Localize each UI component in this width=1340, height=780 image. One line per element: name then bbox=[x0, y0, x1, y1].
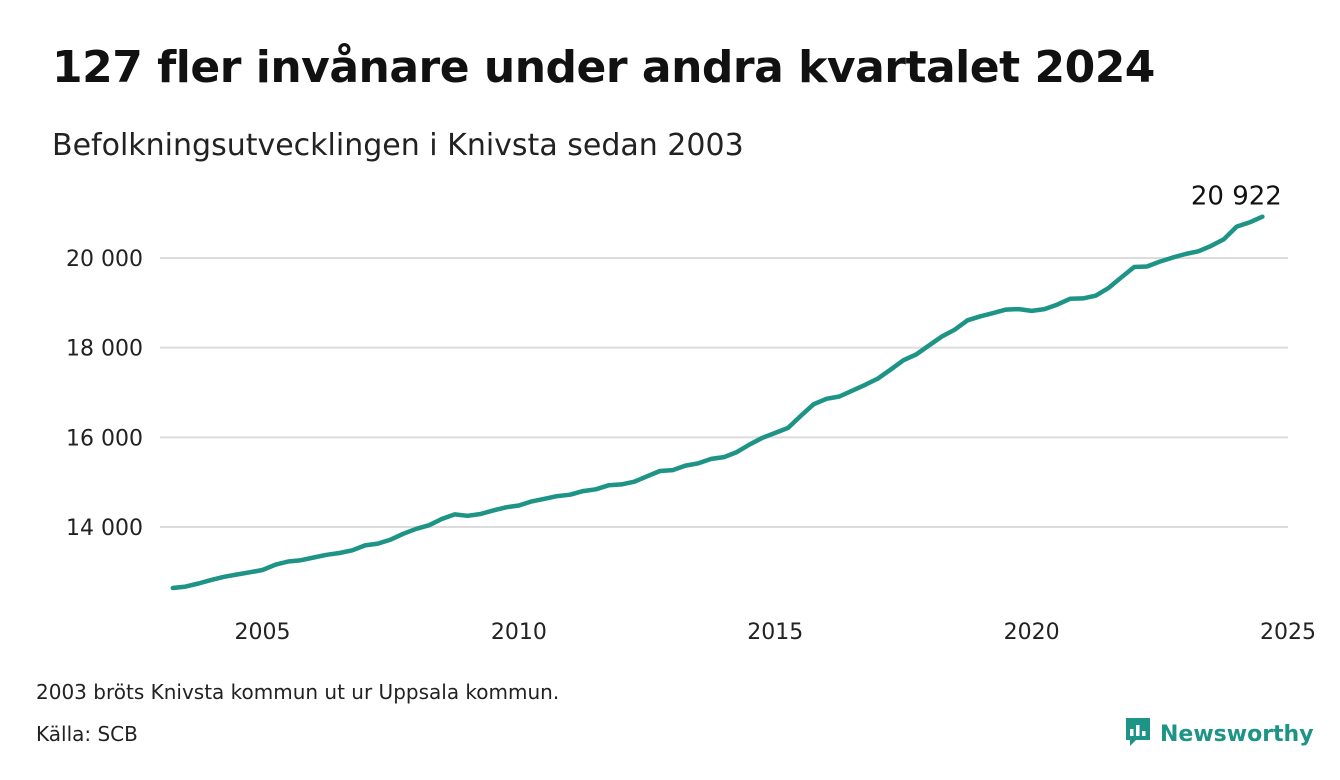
gridlines bbox=[160, 257, 1288, 528]
newsworthy-logo-icon bbox=[1124, 716, 1152, 752]
y-axis-labels: 14 000 16 000 18 000 20 000 bbox=[66, 247, 143, 541]
footnote: 2003 bröts Knivsta kommun ut ur Uppsala … bbox=[36, 680, 560, 704]
chart-title: 127 fler invånare under andra kvartalet … bbox=[52, 42, 1155, 93]
x-tick-label: 2020 bbox=[1004, 620, 1060, 645]
y-tick-label: 16 000 bbox=[66, 426, 143, 451]
source-note: Källa: SCB bbox=[36, 722, 138, 746]
population-line bbox=[170, 214, 1265, 591]
end-value-label: 20 922 bbox=[1191, 182, 1282, 212]
x-tick-label: 2015 bbox=[747, 620, 803, 645]
y-tick-label: 14 000 bbox=[66, 516, 143, 541]
chart-subtitle: Befolkningsutvecklingen i Knivsta sedan … bbox=[52, 128, 744, 163]
y-tick-label: 18 000 bbox=[66, 337, 143, 362]
x-tick-label: 2005 bbox=[235, 620, 291, 645]
x-tick-label: 2010 bbox=[491, 620, 547, 645]
line-chart: 14 000 16 000 18 000 20 000 2005 2010 2015 202… bbox=[66, 182, 1316, 645]
x-axis-labels: 2005 2010 2015 2020 2025 bbox=[235, 620, 1316, 645]
x-tick-label: 2025 bbox=[1260, 620, 1316, 645]
brand-name: Newsworthy bbox=[1160, 721, 1314, 747]
y-tick-label: 20 000 bbox=[66, 247, 143, 272]
brand-logo[interactable]: Newsworthy bbox=[1124, 716, 1314, 752]
